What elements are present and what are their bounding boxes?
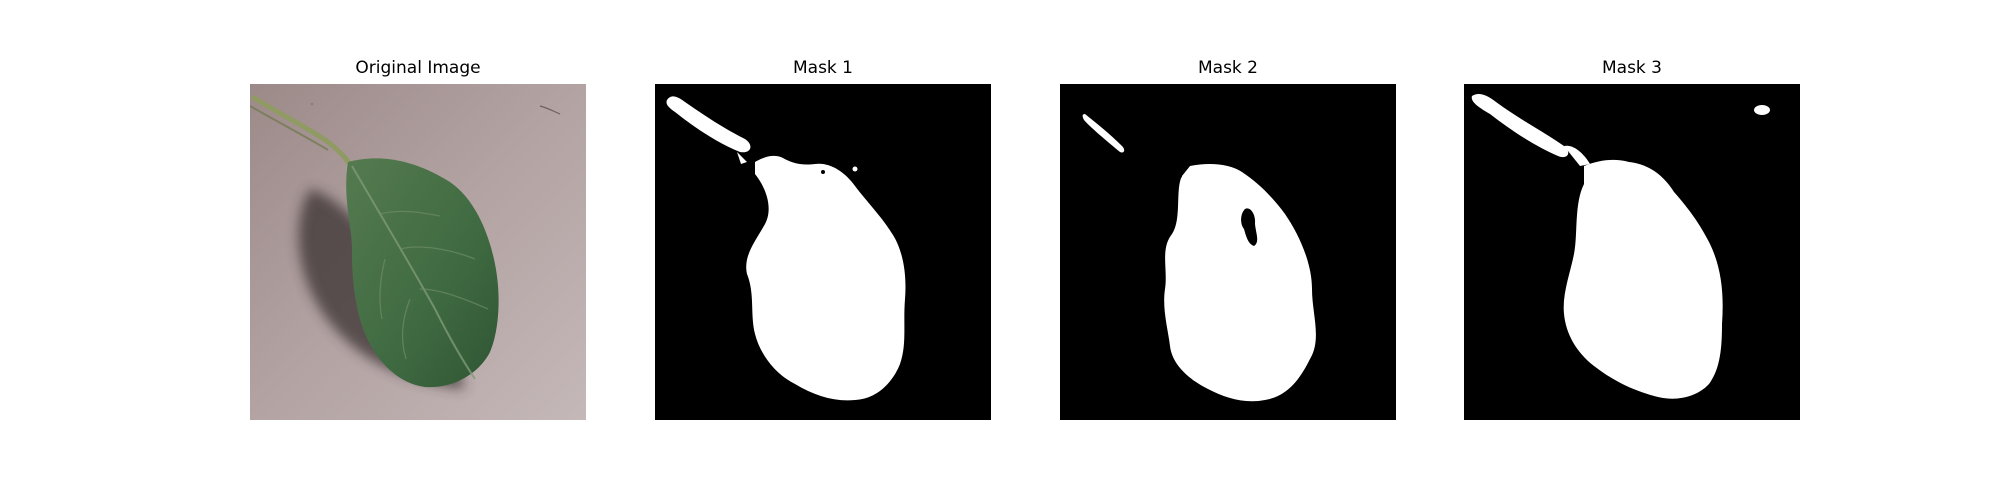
panel-title: Original Image bbox=[355, 58, 481, 78]
figure-panel-mask-1: Mask 1 bbox=[655, 0, 991, 500]
mask-image-1 bbox=[655, 84, 991, 420]
figure-panel-original: Original Image bbox=[250, 0, 586, 500]
mask-image-3 bbox=[1464, 84, 1800, 420]
figure-panel-mask-3: Mask 3 bbox=[1464, 0, 1800, 500]
mask-shape bbox=[1060, 84, 1396, 420]
figure-panel-mask-2: Mask 2 bbox=[1060, 0, 1396, 500]
panel-title: Mask 2 bbox=[1197, 58, 1258, 78]
leaf-photo bbox=[250, 84, 586, 420]
panel-title: Mask 1 bbox=[792, 58, 853, 78]
mask-shape bbox=[655, 84, 991, 420]
original-image bbox=[250, 84, 586, 420]
mask-shape bbox=[1464, 84, 1800, 420]
panel-title: Mask 3 bbox=[1601, 58, 1662, 78]
mask-image-2 bbox=[1060, 84, 1396, 420]
